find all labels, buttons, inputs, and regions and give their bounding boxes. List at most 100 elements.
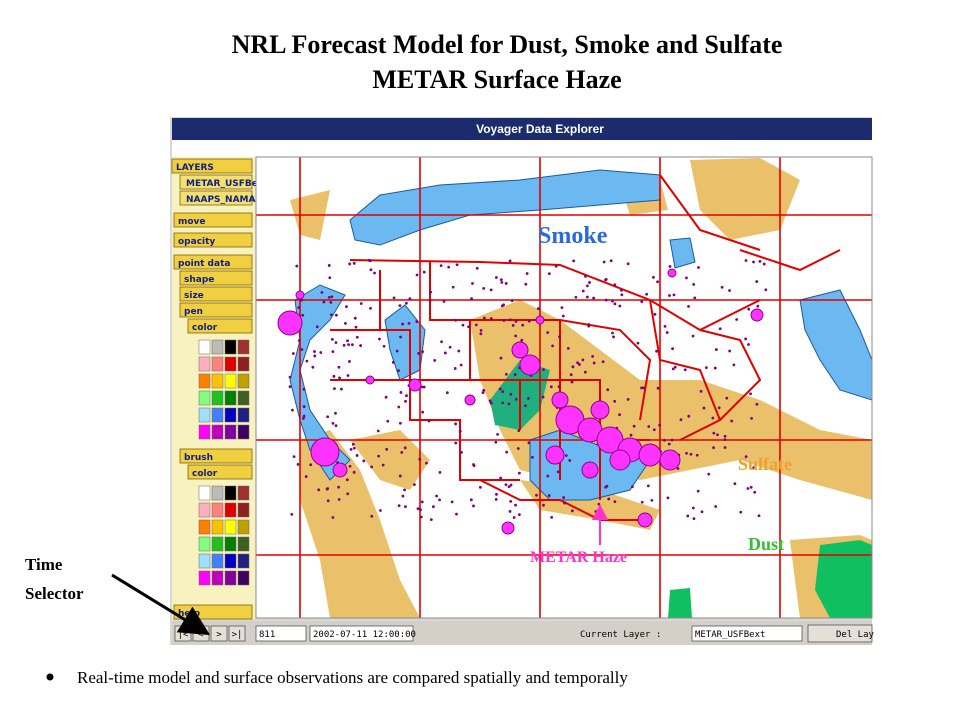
color-swatch[interactable] (224, 485, 237, 501)
color-swatch[interactable] (198, 424, 211, 440)
color-swatch[interactable] (237, 502, 250, 518)
current-layer-value[interactable]: METAR_USFBext (695, 630, 765, 640)
obs-circle (659, 449, 681, 471)
color-swatch[interactable] (237, 536, 250, 552)
frame-field[interactable] (255, 625, 307, 642)
color-swatch[interactable] (237, 570, 250, 586)
control-button[interactable] (179, 270, 253, 286)
control-label[interactable]: move (178, 217, 206, 227)
layer-name[interactable]: METAR_USFBext (186, 179, 269, 189)
color-swatch[interactable] (237, 356, 250, 372)
obs-dot (504, 483, 508, 487)
color-swatch[interactable] (211, 536, 224, 552)
layer-item[interactable] (179, 174, 253, 190)
color-swatch[interactable] (211, 373, 224, 389)
color-swatch[interactable] (237, 339, 250, 355)
obs-dot (345, 305, 348, 309)
nav-button-label[interactable]: > (216, 630, 222, 640)
control-label[interactable]: brush (184, 453, 213, 463)
control-label[interactable]: shape (184, 275, 214, 285)
color-swatch[interactable] (211, 407, 224, 423)
obs-dot (561, 314, 565, 318)
color-swatch[interactable] (198, 339, 211, 355)
color-swatch[interactable] (211, 485, 224, 501)
color-swatch[interactable] (211, 339, 224, 355)
obs-dot (656, 280, 659, 284)
layer-name[interactable]: NAAPS_NAMAerTau (186, 195, 283, 205)
color-swatch[interactable] (224, 570, 237, 586)
color-swatch[interactable] (198, 502, 211, 518)
color-swatch[interactable] (237, 424, 250, 440)
control-label[interactable]: color (192, 323, 218, 333)
obs-dot (546, 331, 550, 334)
control-button[interactable] (187, 318, 253, 334)
control-label[interactable]: opacity (178, 237, 215, 247)
annotation-line: Time (25, 555, 63, 574)
color-swatch[interactable] (224, 553, 237, 569)
obs-dot (562, 496, 566, 499)
color-swatch[interactable] (224, 519, 237, 535)
control-button[interactable] (173, 254, 253, 270)
control-button[interactable] (173, 212, 253, 228)
nav-button[interactable] (210, 625, 228, 642)
time-value[interactable]: 2002-07-11 12:00:00 (313, 630, 416, 640)
color-swatch[interactable] (224, 373, 237, 389)
layer-item[interactable] (179, 190, 253, 206)
nav-button-label[interactable]: |< (178, 630, 189, 640)
frame-value[interactable]: 811 (259, 630, 275, 640)
obs-dot (418, 457, 422, 461)
obs-dot (752, 466, 756, 470)
control-label[interactable]: color (192, 469, 218, 479)
color-swatch[interactable] (211, 553, 224, 569)
color-swatch[interactable] (237, 407, 250, 423)
control-button[interactable] (179, 448, 253, 464)
obs-dot (667, 442, 671, 446)
color-swatch[interactable] (224, 407, 237, 423)
delete-layer-button[interactable] (807, 624, 873, 643)
nav-button[interactable] (228, 625, 246, 642)
color-swatch[interactable] (198, 407, 211, 423)
color-swatch[interactable] (211, 519, 224, 535)
obs-dot (696, 489, 700, 493)
obs-dot (500, 304, 504, 308)
time-field[interactable] (309, 625, 414, 642)
color-swatch[interactable] (224, 390, 237, 406)
color-swatch[interactable] (237, 519, 250, 535)
control-label[interactable]: point data (178, 259, 230, 269)
control-label[interactable]: size (184, 291, 204, 301)
color-swatch[interactable] (224, 536, 237, 552)
color-swatch[interactable] (224, 356, 237, 372)
color-swatch[interactable] (237, 485, 250, 501)
control-button[interactable] (187, 464, 253, 480)
color-swatch[interactable] (237, 553, 250, 569)
delete-layer-text[interactable]: Del Lay (836, 630, 875, 640)
control-button[interactable] (179, 302, 253, 318)
color-swatch[interactable] (224, 424, 237, 440)
color-swatch[interactable] (211, 502, 224, 518)
obs-dot (512, 516, 516, 519)
color-swatch[interactable] (198, 373, 211, 389)
nav-button-label[interactable]: >| (232, 630, 243, 640)
obs-dot (291, 352, 295, 355)
color-swatch[interactable] (198, 485, 211, 501)
control-button[interactable] (179, 286, 253, 302)
color-swatch[interactable] (211, 356, 224, 372)
color-swatch[interactable] (198, 356, 211, 372)
color-swatch[interactable] (224, 339, 237, 355)
color-swatch[interactable] (198, 519, 211, 535)
color-swatch[interactable] (198, 390, 211, 406)
color-swatch[interactable] (237, 373, 250, 389)
obs-dot (331, 422, 335, 425)
control-button[interactable] (173, 232, 253, 248)
current-layer-field[interactable] (691, 625, 803, 642)
color-swatch[interactable] (211, 424, 224, 440)
color-swatch[interactable] (211, 570, 224, 586)
color-swatch[interactable] (211, 390, 224, 406)
color-swatch[interactable] (237, 390, 250, 406)
color-swatch[interactable] (198, 570, 211, 586)
color-swatch[interactable] (198, 536, 211, 552)
obs-dot (415, 320, 419, 323)
color-swatch[interactable] (198, 553, 211, 569)
control-label[interactable]: pen (184, 307, 203, 317)
color-swatch[interactable] (224, 502, 237, 518)
